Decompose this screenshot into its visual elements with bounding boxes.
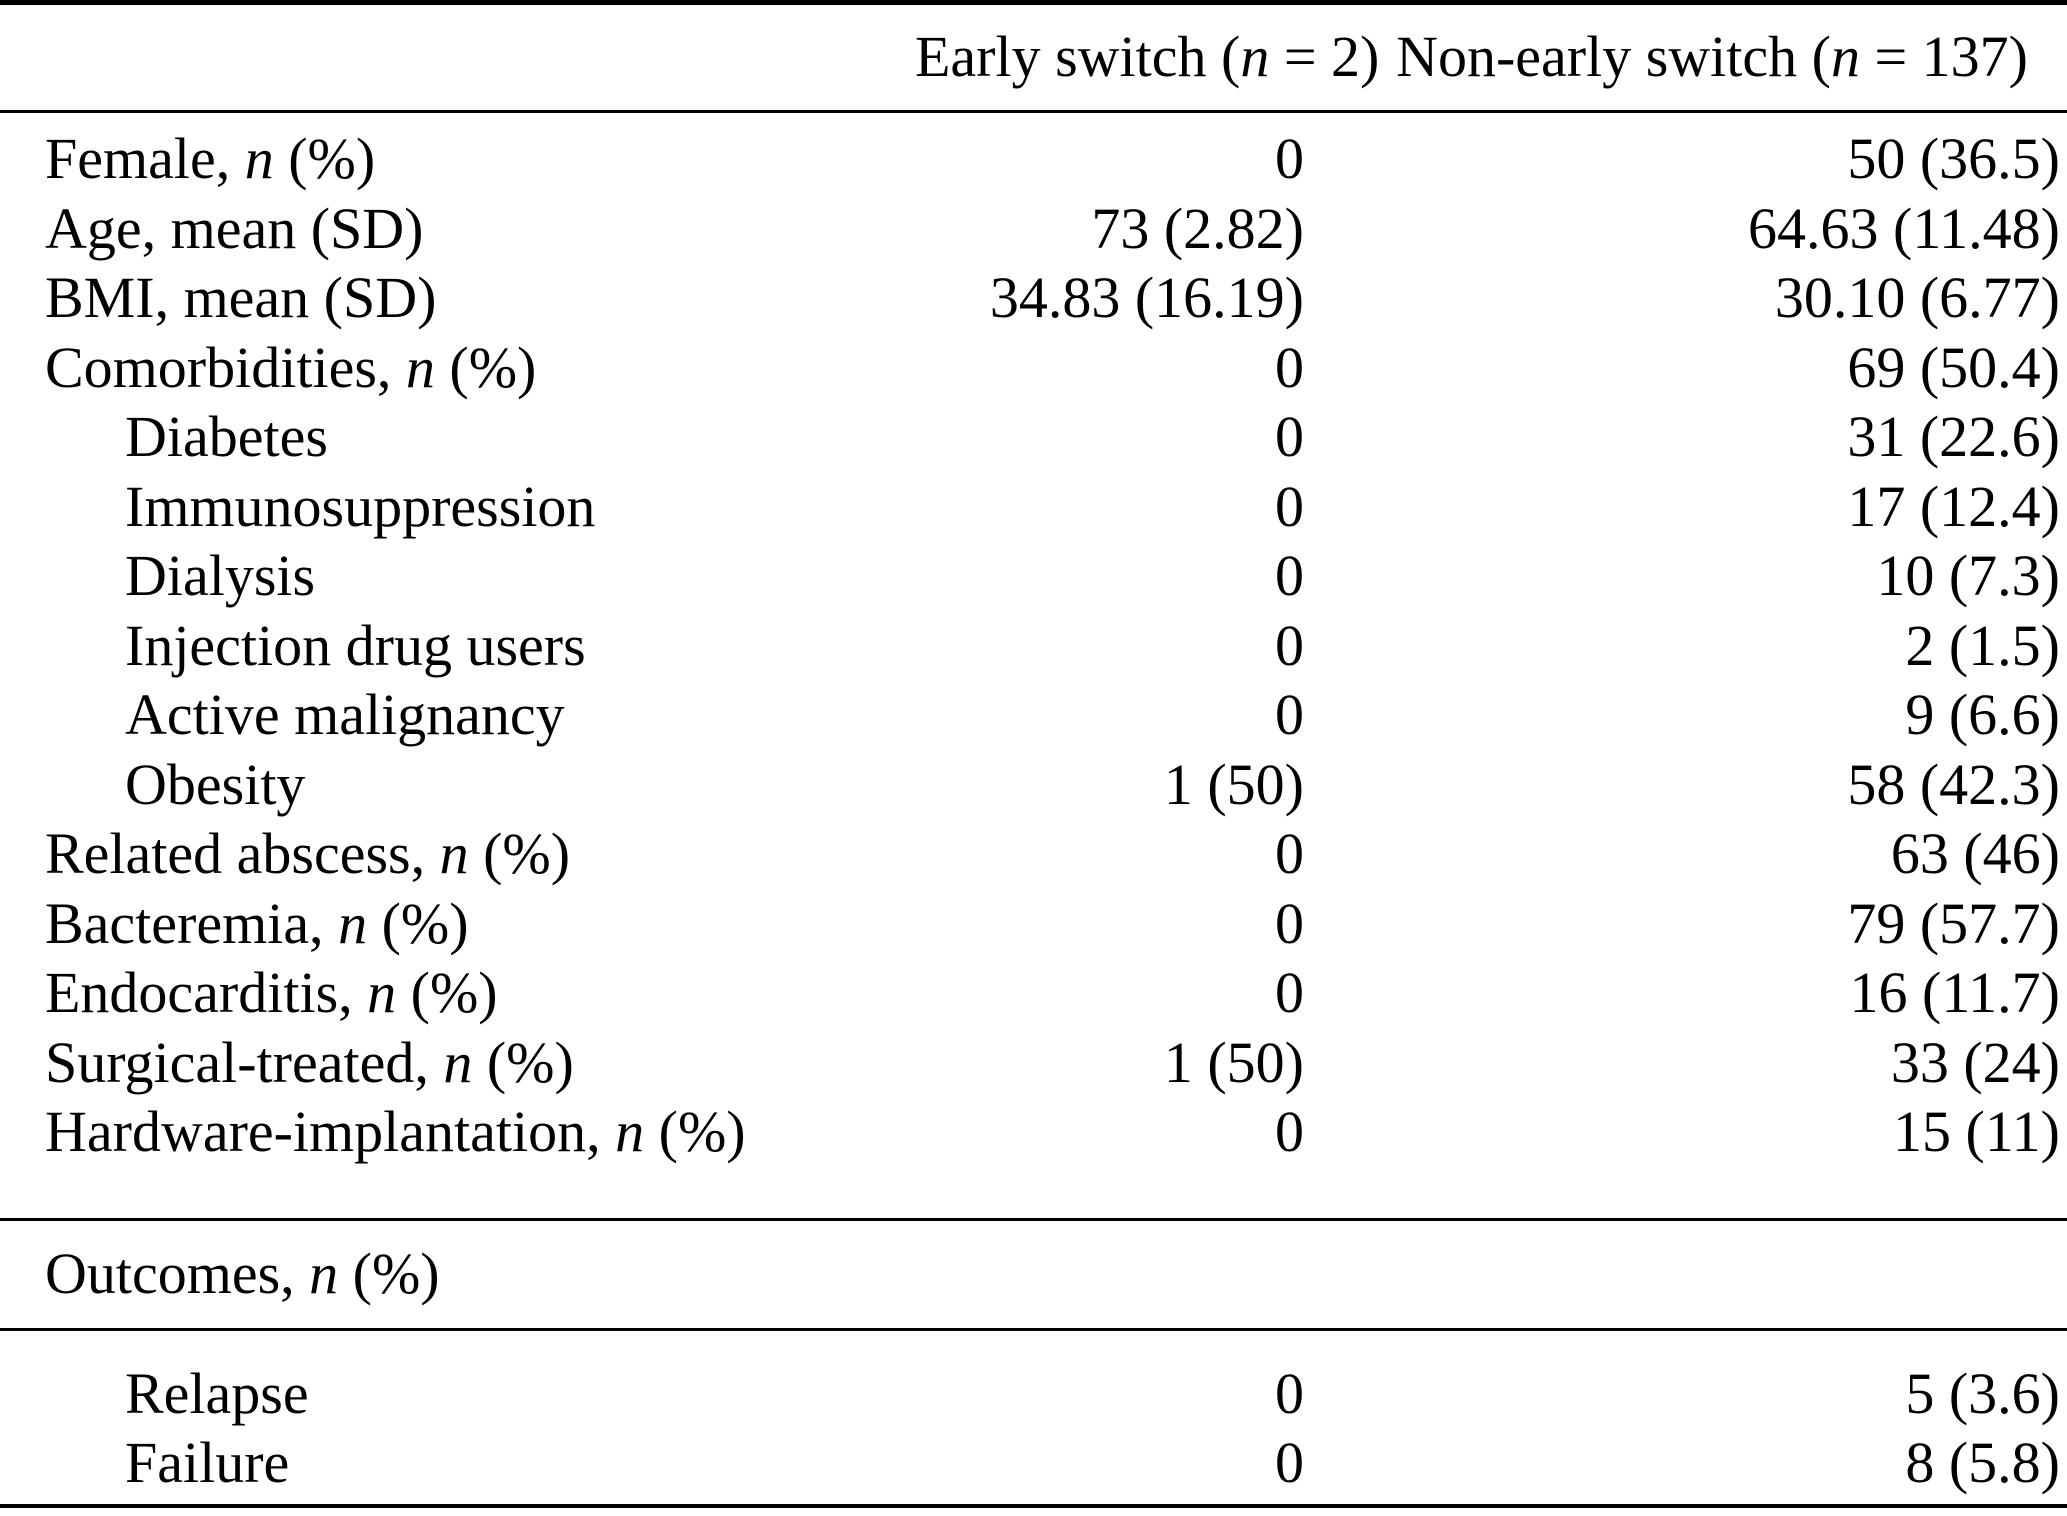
table-row: Related abscess, n (%) 0 63 (46) [0,820,2067,890]
early-switch-value: 1 (50) [1163,751,1304,817]
table-row: Bacteremia, n (%) 0 79 (57.7) [0,890,2067,960]
table-row: Hardware-implantation, n (%) 0 15 (11) [0,1098,2067,1168]
non-early-switch-value: 30.10 (6.77) [1774,265,2060,331]
table-row: Surgical-treated, n (%) 1 (50) 33 (24) [0,1029,2067,1099]
table-row: Female, n (%) 0 50 (36.5) [0,125,2067,195]
table-row: Endocarditis, n (%) 0 16 (11.7) [0,959,2067,1029]
row-label: Immunosuppression [125,473,596,539]
row-label: Injection drug users [125,612,586,678]
early-switch-value: 0 [1275,890,1304,956]
non-early-switch-value: 31 (22.6) [1847,404,2060,470]
non-early-switch-value: 79 (57.7) [1847,890,2060,956]
section-spacer [0,1168,2067,1218]
early-switch-value: 0 [1275,1360,1304,1426]
row-label: Dialysis [125,543,316,609]
table-row: Active malignancy 0 9 (6.6) [0,681,2067,751]
non-early-switch-value: 10 (7.3) [1876,543,2060,609]
table-outcomes-body: Relapse 0 5 (3.6) Failure 0 8 (5.8) [0,1331,2067,1499]
outcomes-top-rule [0,1217,2067,1221]
row-label: Relapse [125,1360,309,1426]
table-row: Dialysis 0 10 (7.3) [0,542,2067,612]
table-row: Age, mean (SD) 73 (2.82) 64.63 (11.48) [0,195,2067,265]
early-switch-value: 0 [1275,1430,1304,1496]
outcomes-section-label: Outcomes, n (%) [45,1240,440,1306]
row-label: Failure [125,1430,290,1496]
early-switch-value: 0 [1275,334,1304,400]
early-switch-value: 0 [1275,126,1304,192]
non-early-switch-value: 64.63 (11.48) [1748,195,2060,261]
row-label: Female, n (%) [45,126,376,192]
early-switch-value: 73 (2.82) [1091,195,1304,261]
non-early-switch-value: 8 (5.8) [1905,1430,2060,1496]
non-early-switch-value: 33 (24) [1890,1029,2060,1095]
table-row: Relapse 0 5 (3.6) [0,1360,2067,1430]
header-non-early-switch: Non-early switch (n = 137) [1396,24,2028,90]
non-early-switch-value: 2 (1.5) [1905,612,2060,678]
row-label: Diabetes [125,404,328,470]
table-row: Obesity 1 (50) 58 (42.3) [0,751,2067,821]
table-header-row: Early switch (n = 2) Non-early switch (n… [0,5,2067,110]
table-row: BMI, mean (SD) 34.83 (16.19) 30.10 (6.77… [0,264,2067,334]
early-switch-value: 0 [1275,1099,1304,1165]
row-label: Age, mean (SD) [45,195,424,261]
row-label: BMI, mean (SD) [45,265,437,331]
early-switch-value: 1 (50) [1163,1029,1304,1095]
row-label: Comorbidities, n (%) [45,334,537,400]
row-label: Endocarditis, n (%) [45,960,498,1026]
row-label: Related abscess, n (%) [45,821,571,887]
early-switch-value: 0 [1275,821,1304,887]
row-label: Hardware-implantation, n (%) [45,1099,746,1165]
non-early-switch-value: 17 (12.4) [1847,473,2060,539]
non-early-switch-value: 58 (42.3) [1847,751,2060,817]
early-switch-value: 0 [1275,960,1304,1026]
row-label: Obesity [125,751,306,817]
non-early-switch-value: 69 (50.4) [1847,334,2060,400]
table-row: Diabetes 0 31 (22.6) [0,403,2067,473]
early-switch-value: 0 [1275,404,1304,470]
non-early-switch-value: 16 (11.7) [1849,960,2060,1026]
early-switch-value: 0 [1275,682,1304,748]
table-bottom-rule [0,1503,2067,1508]
non-early-switch-value: 5 (3.6) [1905,1360,2060,1426]
non-early-switch-value: 15 (11) [1893,1099,2060,1165]
header-divider-rule [0,110,2067,113]
header-early-switch: Early switch (n = 2) [915,24,1380,90]
table-row: Immunosuppression 0 17 (12.4) [0,473,2067,543]
non-early-switch-value: 9 (6.6) [1905,682,2060,748]
table-row: Injection drug users 0 2 (1.5) [0,612,2067,682]
row-label: Active malignancy [125,682,565,748]
table-main-body: Female, n (%) 0 50 (36.5) Age, mean (SD)… [0,113,2067,1168]
table-row: Comorbidities, n (%) 0 69 (50.4) [0,334,2067,404]
non-early-switch-value: 50 (36.5) [1847,126,2060,192]
table-top-rule [0,0,2067,5]
early-switch-value: 0 [1275,543,1304,609]
early-switch-value: 0 [1275,612,1304,678]
table-row: Failure 0 8 (5.8) [0,1429,2067,1499]
non-early-switch-value: 63 (46) [1890,821,2060,887]
outcomes-bottom-rule [0,1327,2067,1331]
row-label: Bacteremia, n (%) [45,890,469,956]
outcomes-section-row: Outcomes, n (%) [0,1221,2067,1328]
early-switch-value: 0 [1275,473,1304,539]
early-switch-value: 34.83 (16.19) [989,265,1304,331]
row-label: Surgical-treated, n (%) [45,1029,574,1095]
